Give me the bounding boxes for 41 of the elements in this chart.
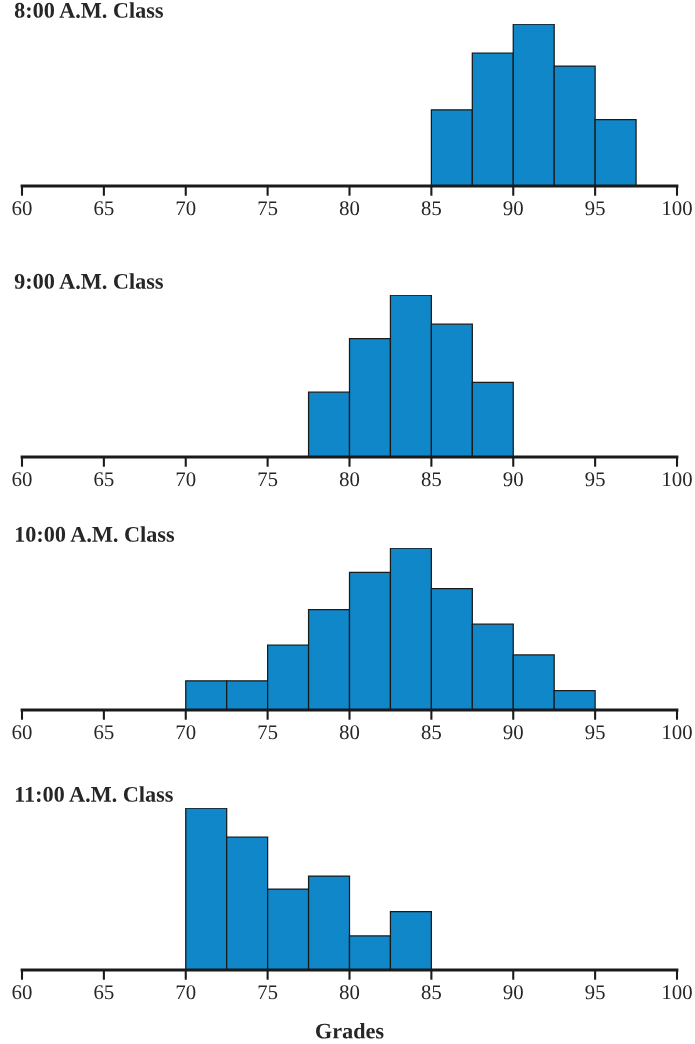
chart-title: 8:00 A.M. Class xyxy=(14,2,163,18)
x-tick-label: 80 xyxy=(339,472,360,487)
x-tick-label: 80 xyxy=(339,725,360,740)
x-tick-label: 65 xyxy=(94,472,114,487)
x-tick-label: 85 xyxy=(421,201,441,216)
x-tick-label: 95 xyxy=(585,472,605,487)
x-tick-label: 70 xyxy=(176,201,196,216)
x-tick-label: 85 xyxy=(421,985,441,1000)
x-axis-title: Grades xyxy=(316,1022,384,1039)
x-tick-label: 90 xyxy=(503,725,523,740)
x-tick-label: 65 xyxy=(94,725,114,740)
x-tick-label: 90 xyxy=(503,985,523,1000)
x-tick-label: 60 xyxy=(12,472,32,487)
x-tick-label: 70 xyxy=(176,985,196,1000)
x-tick-label: 100 xyxy=(663,985,692,1000)
x-tick-label: 95 xyxy=(585,201,605,216)
x-tick-label: 75 xyxy=(258,725,278,740)
x-tick-label: 75 xyxy=(258,985,278,1000)
x-tick-label: 65 xyxy=(94,201,114,216)
x-tick-label: 100 xyxy=(663,472,692,487)
chart-title: 10:00 A.M. Class xyxy=(15,526,175,542)
chart-title: 11:00 A.M. Class xyxy=(15,786,173,802)
x-tick-label: 80 xyxy=(339,201,360,216)
x-tick-label: 90 xyxy=(503,201,523,216)
x-tick-label: 70 xyxy=(176,725,196,740)
x-tick-label: 100 xyxy=(663,725,692,740)
x-tick-label: 70 xyxy=(176,472,196,487)
x-tick-label: 75 xyxy=(258,201,278,216)
x-tick-label: 85 xyxy=(421,472,441,487)
x-tick-label: 95 xyxy=(585,985,605,1000)
x-tick-label: 90 xyxy=(503,472,523,487)
x-tick-label: 85 xyxy=(421,725,441,740)
x-tick-label: 80 xyxy=(339,985,360,1000)
x-tick-label: 60 xyxy=(12,201,32,216)
x-tick-label: 65 xyxy=(94,985,114,1000)
x-tick-label: 60 xyxy=(12,725,32,740)
x-tick-label: 75 xyxy=(258,472,278,487)
x-tick-label: 100 xyxy=(663,201,692,216)
x-tick-label: 95 xyxy=(585,725,605,740)
chart-title: 9:00 A.M. Class xyxy=(14,273,163,289)
x-tick-label: 60 xyxy=(12,985,32,1000)
